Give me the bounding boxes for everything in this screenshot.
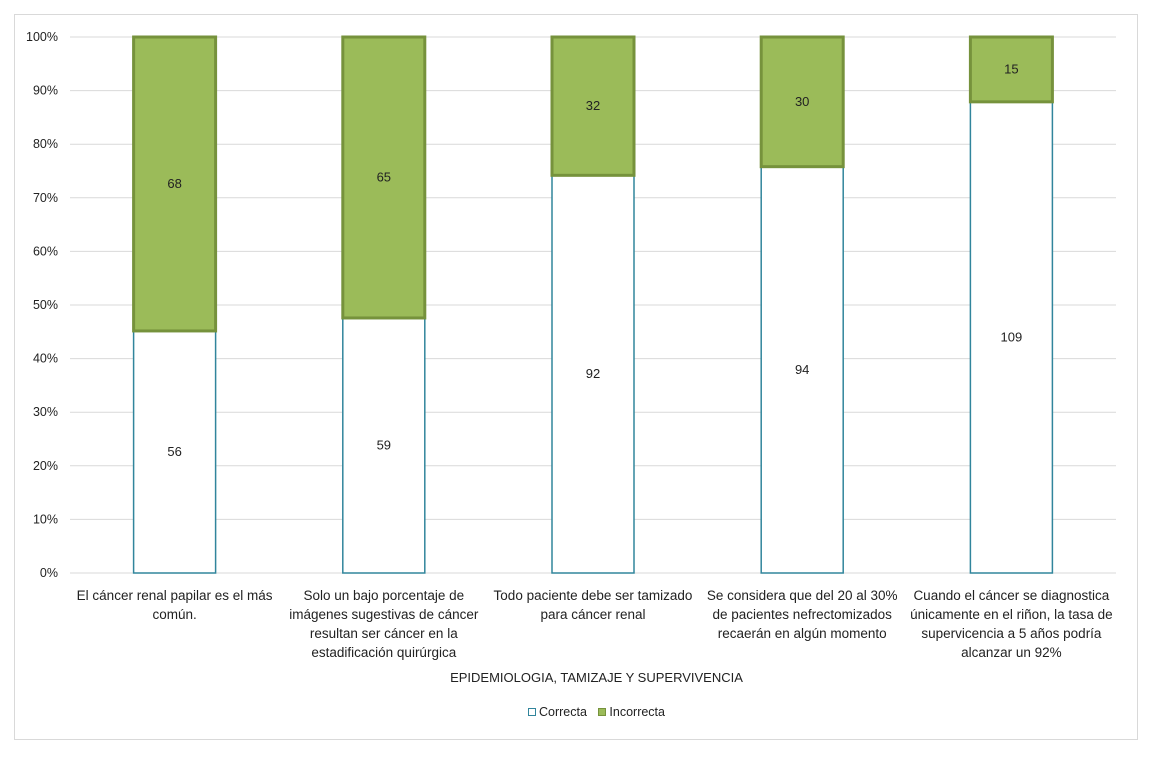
bar-incorrecta — [968, 35, 1054, 104]
bar-incorrecta — [341, 35, 427, 320]
y-tick-label: 0% — [40, 566, 58, 580]
bar-correcta — [342, 317, 426, 574]
data-label-correcta: 94 — [795, 362, 809, 377]
legend-label-correcta: Correcta — [538, 705, 587, 719]
y-tick-label: 90% — [33, 84, 58, 98]
data-label-correcta: 56 — [167, 444, 181, 459]
bar-correcta — [760, 165, 844, 574]
legend: Correcta Incorrecta — [0, 705, 1163, 719]
data-label-incorrecta: 32 — [586, 98, 600, 113]
y-tick-label: 100% — [26, 30, 58, 44]
legend-item-incorrecta: Incorrecta — [598, 705, 665, 719]
y-tick-label: 80% — [33, 137, 58, 151]
y-tick-label: 50% — [33, 298, 58, 312]
y-tick-label: 10% — [33, 512, 58, 526]
bar-incorrecta — [132, 35, 218, 333]
y-tick-label: 60% — [33, 244, 58, 258]
bar-incorrecta — [550, 35, 636, 177]
legend-swatch-incorrecta — [598, 708, 607, 716]
legend-swatch-correcta — [527, 708, 536, 716]
y-tick-label: 40% — [33, 352, 58, 366]
data-label-correcta: 92 — [586, 366, 600, 381]
data-label-incorrecta: 15 — [1004, 61, 1018, 76]
bar-correcta — [132, 330, 217, 574]
y-tick-label: 70% — [33, 191, 58, 205]
bar-incorrecta — [759, 35, 845, 169]
data-label-correcta: 109 — [1001, 329, 1023, 344]
data-label-incorrecta: 30 — [795, 94, 809, 109]
data-label-incorrecta: 65 — [377, 169, 391, 184]
y-tick-label: 30% — [33, 405, 58, 419]
data-label-incorrecta: 68 — [167, 176, 181, 191]
data-label-correcta: 59 — [377, 437, 391, 452]
legend-label-incorrecta: Incorrecta — [609, 705, 665, 719]
x-axis-title: EPIDEMIOLOGIA, TAMIZAJE Y SUPERVIVENCIA — [450, 670, 743, 685]
y-tick-label: 20% — [33, 459, 58, 473]
bar-correcta — [969, 101, 1054, 574]
legend-item-correcta: Correcta — [527, 705, 587, 719]
